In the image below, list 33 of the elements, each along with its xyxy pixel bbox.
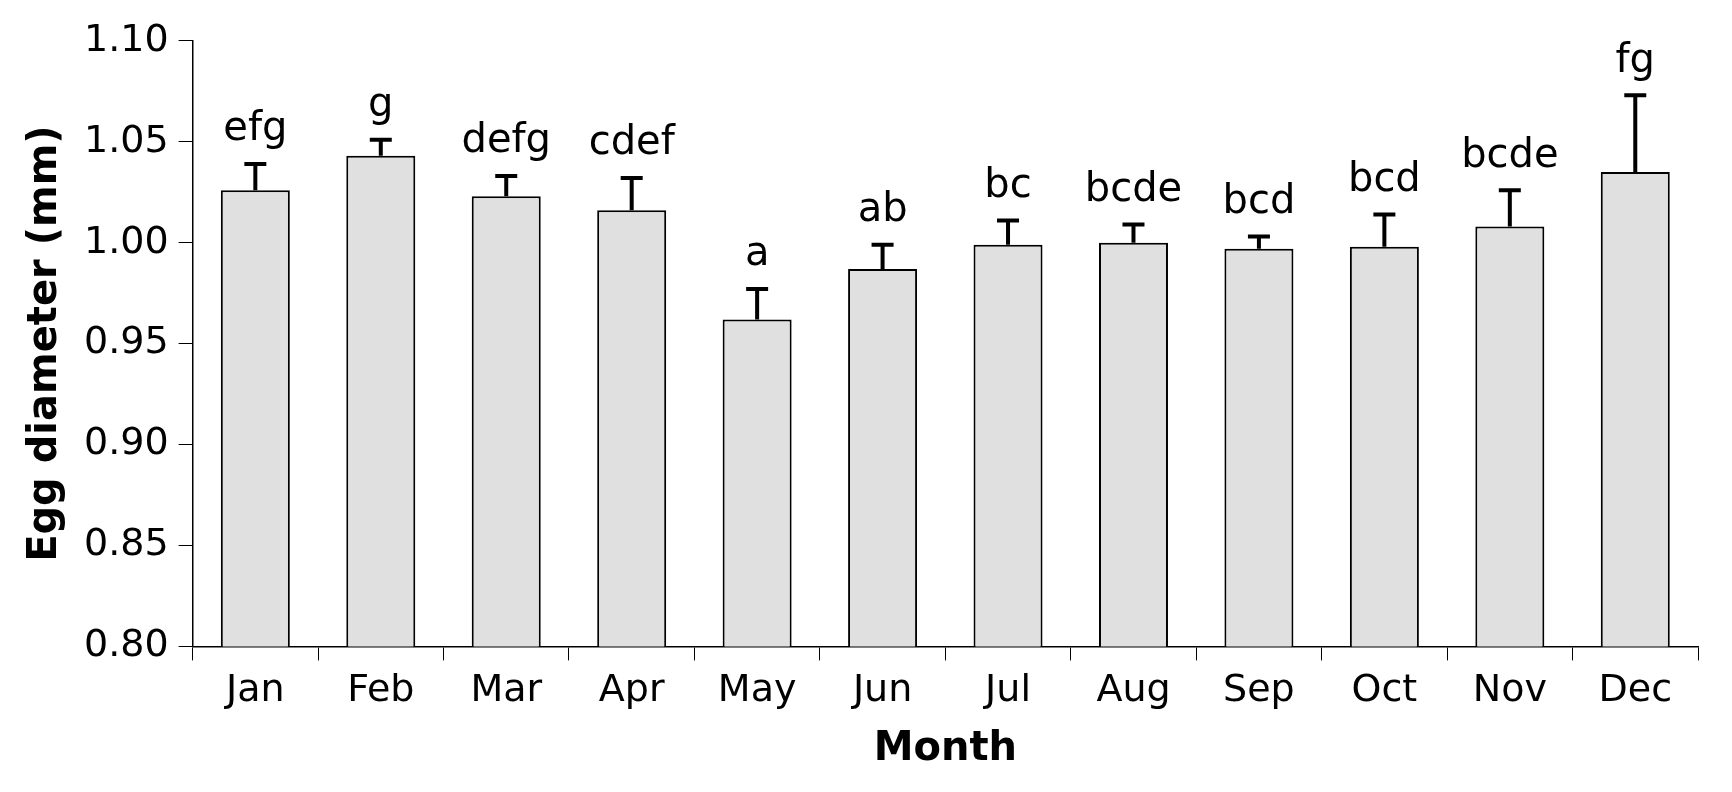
x-tick-label: Dec xyxy=(1598,666,1673,711)
y-tick-label: 0.85 xyxy=(84,520,169,565)
x-tick-label: Feb xyxy=(347,666,415,711)
x-tick-label: Jun xyxy=(850,666,913,711)
data-label: cdef xyxy=(588,117,676,164)
data-label: bcd xyxy=(1222,176,1296,222)
data-label: ab xyxy=(857,184,908,231)
data-label: bc xyxy=(984,159,1032,206)
x-tick-label: May xyxy=(717,666,797,711)
data-label: defg xyxy=(461,115,551,162)
data-label: efg xyxy=(223,103,288,150)
x-tick-label: Apr xyxy=(598,666,665,711)
y-tick-label: 1.10 xyxy=(84,15,169,60)
x-tick-label: Mar xyxy=(470,666,543,711)
y-tick-label: 0.95 xyxy=(84,318,169,363)
y-tick-label: 1.05 xyxy=(84,116,169,161)
y-tick-label: 1.00 xyxy=(84,217,169,262)
data-label: a xyxy=(744,228,770,275)
x-tick-label: Nov xyxy=(1472,666,1547,711)
y-tick-label: 0.80 xyxy=(84,621,169,666)
data-label: bcde xyxy=(1461,129,1559,176)
y-tick-label: 0.90 xyxy=(84,419,169,464)
x-tick-label: Oct xyxy=(1351,666,1418,711)
data-label: bcd xyxy=(1347,153,1421,200)
x-tick-label: Jan xyxy=(224,666,285,711)
data-label: bcde xyxy=(1084,163,1183,210)
data-label: g xyxy=(368,79,394,126)
y-axis-title: Egg diameter (mm) xyxy=(19,125,66,562)
data-label: fg xyxy=(1615,34,1656,81)
x-tick-label: Aug xyxy=(1096,666,1171,711)
x-axis-title: Month xyxy=(873,723,1017,770)
x-tick-label: Sep xyxy=(1223,666,1295,711)
x-tick-label: Jul xyxy=(983,666,1031,711)
